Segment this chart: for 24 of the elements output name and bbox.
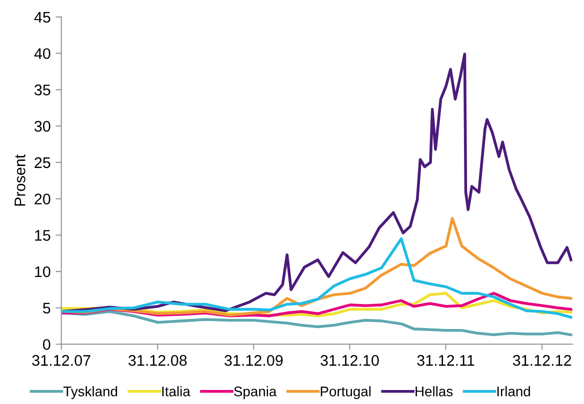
- y-tick-label: 35: [34, 84, 50, 96]
- line-series: [61, 237, 572, 319]
- y-tick-label: 30: [34, 120, 50, 132]
- y-tick-label: 20: [34, 194, 50, 204]
- legend-label: Spania: [234, 386, 277, 400]
- y-tick-label: 15: [35, 230, 50, 241]
- y-axis-title: Prosent: [14, 154, 26, 206]
- y-tick-label: 40: [34, 48, 50, 60]
- y-tick-label: 5: [43, 302, 50, 314]
- x-tick-label: 31.12.08: [128, 355, 187, 366]
- y-tick-label: 0: [43, 339, 50, 350]
- y-tick-label: 10: [35, 266, 50, 278]
- x-tick-label: 31.12.07: [32, 355, 90, 366]
- y-tick-label: 45: [34, 12, 50, 23]
- legend-label: Portugal: [320, 386, 371, 400]
- legend-label: Hellas: [416, 386, 453, 396]
- y-tick-label: 25: [34, 157, 50, 168]
- x-tick-label: 31.12.12: [512, 355, 572, 366]
- legend-label: Tyskland: [63, 386, 118, 400]
- legend-label: Irland: [497, 386, 530, 396]
- x-tick-label: 31.12.11: [417, 355, 474, 366]
- x-tick-label: 31.12.10: [320, 355, 379, 366]
- x-tick-label: 31.12.09: [224, 355, 283, 366]
- legend-label: Italia: [162, 386, 190, 396]
